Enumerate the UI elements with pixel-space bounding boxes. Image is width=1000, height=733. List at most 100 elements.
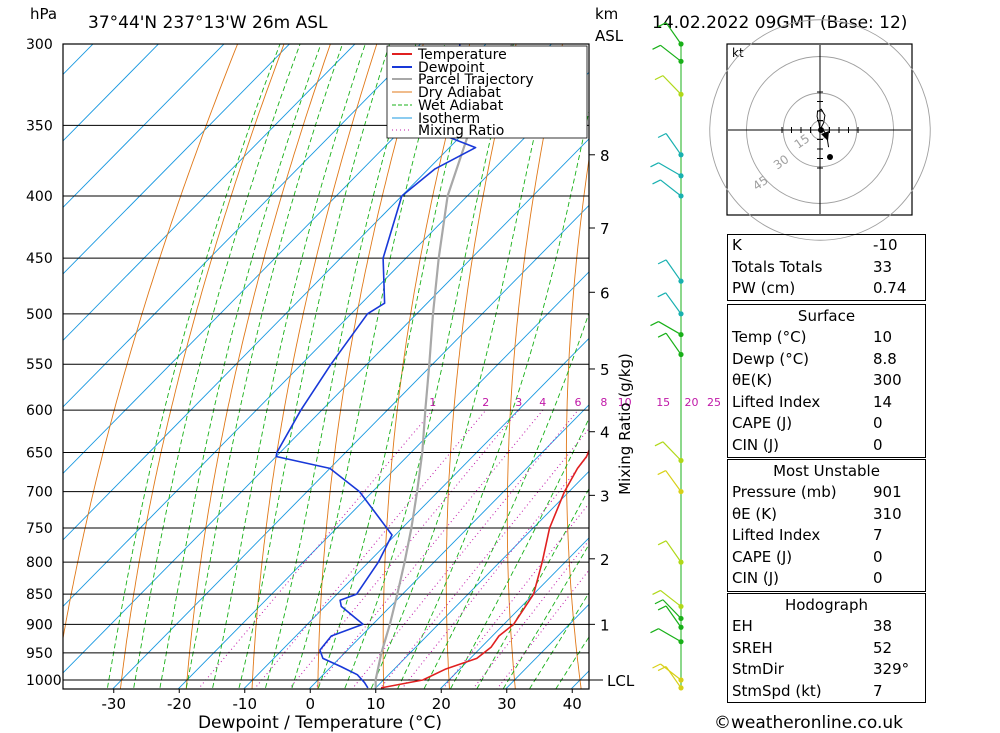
dry-adiabat-line <box>445 44 517 689</box>
lcl-label: LCL <box>607 672 635 690</box>
km-tick-label: 6 <box>600 284 610 302</box>
wet-adiabat-line <box>423 311 589 689</box>
wind-barb-shaft <box>660 589 682 607</box>
wind-barb-flag <box>650 321 659 327</box>
km-tick-label: 2 <box>600 551 610 569</box>
surface-row: Temp (°C) 10 <box>728 327 925 349</box>
most-unstable-title: Most Unstable <box>773 462 880 480</box>
wind-level-dot <box>678 173 684 179</box>
hodograph-stat-row: SREH 52 <box>728 638 925 660</box>
hodograph-unit: kt <box>732 46 744 60</box>
pressure-tick-label: 350 <box>26 118 53 134</box>
hodograph-stat-value: 52 <box>873 638 893 657</box>
legend-box <box>386 45 588 139</box>
wind-level-dot <box>678 639 684 645</box>
wind-barb-flag <box>652 663 661 669</box>
wind-barb-shaft <box>665 666 682 689</box>
wind-barb-flag <box>650 628 659 634</box>
surface-label: Lifted Index <box>732 392 821 411</box>
wet-adiabat-line <box>291 44 446 689</box>
wet-adiabat-line <box>133 44 301 689</box>
datetime-title: 14.02.2022 09GMT (Base: 12) <box>652 13 907 33</box>
wet-adiabat-line <box>185 44 343 689</box>
mixing-ratio-line <box>288 409 520 689</box>
wind-level-dot <box>678 677 684 683</box>
surface-label: Dewp (°C) <box>732 349 810 368</box>
dewpoint-line <box>275 44 477 689</box>
isotherm-line <box>177 271 589 689</box>
wind-level-dot <box>678 559 684 565</box>
totals-row: Totals Totals 33 <box>728 257 925 279</box>
hodograph-stat-value: 7 <box>873 681 883 700</box>
hodograph-stat-row: StmSpd (kt) 7 <box>728 681 925 703</box>
most-unstable-row: CIN (J) 0 <box>728 568 925 590</box>
pressure-tick-label: 450 <box>26 251 53 267</box>
wet-adiabat-line <box>449 417 589 689</box>
surface-label: Temp (°C) <box>732 328 807 346</box>
mixing-ratio-line <box>442 502 589 689</box>
isotherm-line <box>63 44 422 408</box>
wind-level-dot <box>678 41 684 47</box>
most-unstable-row: θE (K) 310 <box>728 504 925 526</box>
wind-level-dot <box>678 624 684 630</box>
pressure-tick-label: 750 <box>26 521 53 537</box>
hodograph-stat-label: SREH <box>732 638 773 657</box>
isotherm-line <box>63 44 94 76</box>
pressure-tick-label: 800 <box>26 555 53 571</box>
wind-level-dot <box>678 91 684 97</box>
wind-level-dot <box>678 457 684 464</box>
mixing-ratio-line <box>472 539 589 689</box>
dry-adiabat-line <box>506 44 563 689</box>
most-unstable-label: θE (K) <box>732 504 777 523</box>
x-tick-label: 30 <box>497 695 516 713</box>
surface-row: CIN (J) 0 <box>728 435 925 457</box>
mixing-ratio-tick-label: 8 <box>600 396 607 409</box>
pw-row: PW (cm) 0.74 <box>728 278 925 300</box>
surface-row: θE(K) 300 <box>728 370 925 392</box>
isotherm-line <box>374 470 589 689</box>
dry-adiabat-line <box>933 26 1000 696</box>
wind-level-dot <box>678 152 684 158</box>
wind-barb-shaft <box>665 540 682 563</box>
surface-value: 10 <box>873 328 893 346</box>
isotherm-line <box>439 537 589 689</box>
isotherm-line <box>112 204 589 689</box>
wet-adiabat-line <box>211 44 366 689</box>
wet-adiabat-line <box>370 44 556 689</box>
x-tick-label: -10 <box>233 695 258 713</box>
hodograph-stat-row: EH 38 <box>728 616 925 638</box>
most-unstable-label: Lifted Index <box>732 526 821 544</box>
mixing-ratio-tick-label: 20 <box>685 396 699 409</box>
wet-adiabat-line <box>396 109 589 689</box>
surface-title: Surface <box>797 307 856 325</box>
pw-value: 0.74 <box>873 279 907 297</box>
wind-barb-shaft <box>665 605 682 628</box>
most-unstable-value: 901 <box>873 483 902 501</box>
mixing-ratio-line <box>379 427 589 689</box>
hodograph-stat-label: StmDir <box>732 660 784 678</box>
surface-row: Dewp (°C) 8.8 <box>728 349 925 371</box>
mixing-ratio-line <box>351 409 579 689</box>
asl-label: ASL <box>595 27 624 45</box>
km-tick-label: 5 <box>600 361 610 379</box>
location-title: 37°44'N 237°13'W 26m ASL <box>88 13 328 33</box>
x-tick-label: -30 <box>102 695 127 713</box>
surface-row: CAPE (J) 0 <box>728 413 925 435</box>
hodograph-stats-box: Hodograph EH 38 SREH 52 StmDir 329° StmSpd (kt… <box>727 593 926 703</box>
wind-barb-flag <box>652 44 661 50</box>
hpa-label: hPa <box>30 5 57 23</box>
background-grid <box>63 26 1000 696</box>
wind-level-dot <box>678 615 684 622</box>
km-tick-label: 1 <box>600 616 610 634</box>
wind-barb-flag <box>657 132 667 139</box>
surface-label: θE(K) <box>732 371 773 389</box>
credit-text: ©weatheronline.co.uk <box>714 713 903 733</box>
pressure-tick-label: 850 <box>26 587 53 603</box>
wet-adiabat-line <box>344 44 514 689</box>
x-axis-label: Dewpoint / Temperature (°C) <box>198 713 442 733</box>
wet-adiabat-line <box>264 44 417 689</box>
wind-level-dot <box>678 331 684 338</box>
dry-adiabat-line <box>382 44 471 689</box>
wind-barb-shaft <box>665 22 682 45</box>
